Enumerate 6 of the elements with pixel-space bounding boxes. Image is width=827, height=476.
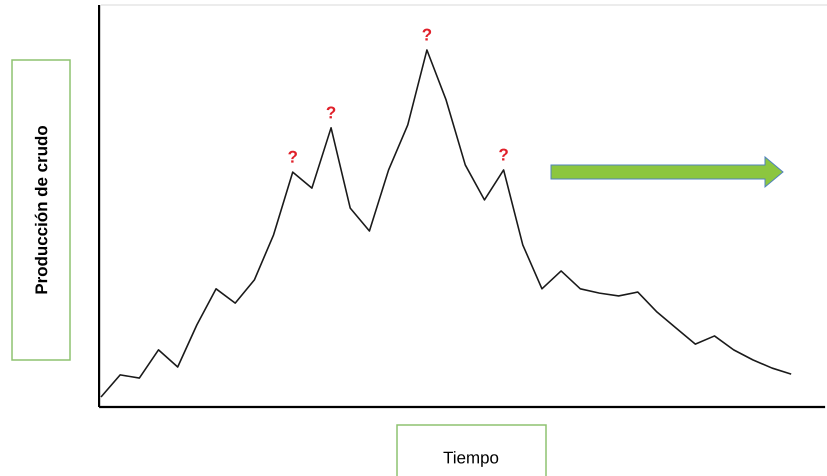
annotation: ? (288, 150, 297, 163)
text: ? (422, 28, 432, 40)
annotation: ? (326, 106, 336, 118)
y-axis-title: Producción de crudo (34, 126, 48, 294)
annotation: ? (499, 148, 508, 160)
x-axis-title: Tiempo (443, 451, 498, 467)
